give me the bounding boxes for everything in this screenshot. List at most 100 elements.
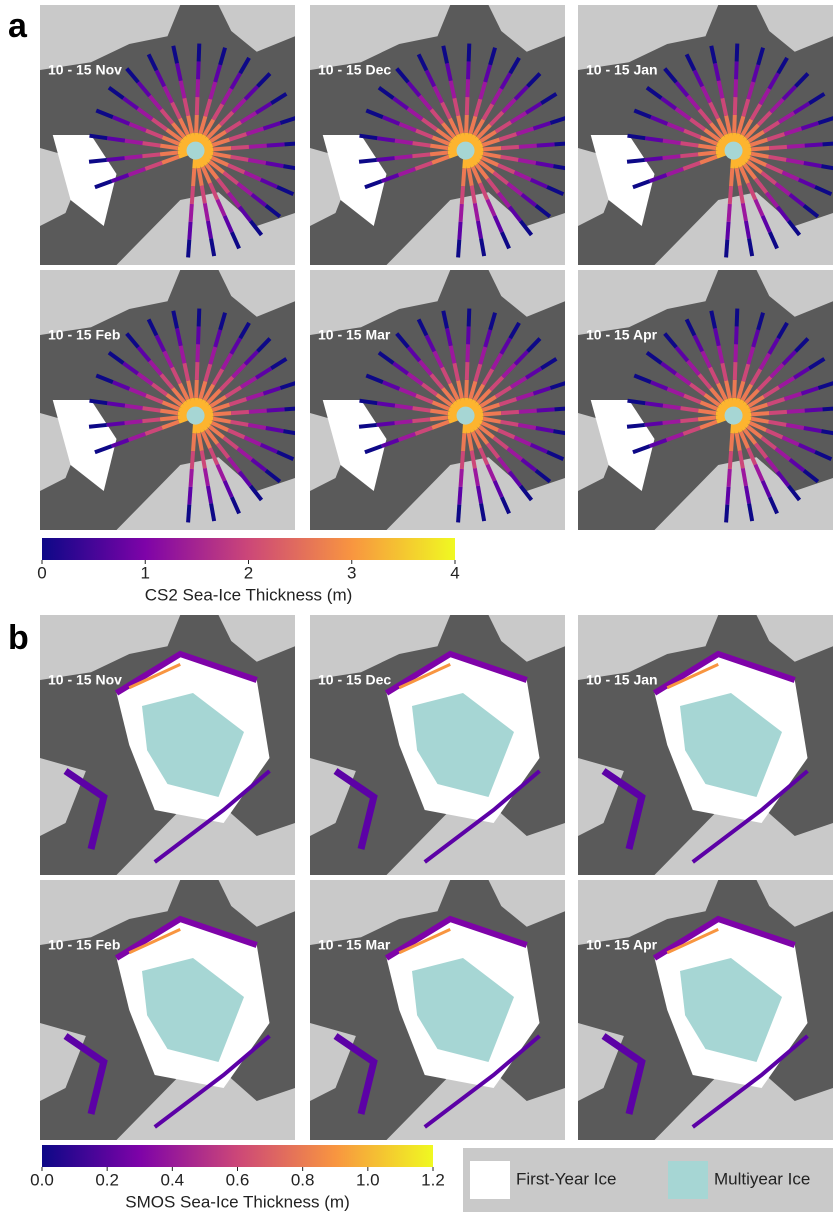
- track: [663, 156, 681, 158]
- track: [462, 186, 463, 204]
- map-title: 10 - 15 Feb: [48, 937, 120, 953]
- track: [192, 186, 193, 204]
- track: [734, 380, 735, 398]
- track: [412, 419, 430, 421]
- map-title: 10 - 15 Nov: [48, 62, 122, 78]
- track: [735, 97, 736, 115]
- track: [698, 146, 716, 148]
- pole-hole: [725, 407, 743, 425]
- track: [731, 433, 732, 451]
- track: [698, 152, 716, 154]
- track: [89, 160, 107, 162]
- track: [627, 401, 645, 403]
- map-title: 10 - 15 Mar: [318, 327, 391, 343]
- track: [736, 326, 737, 344]
- track: [191, 469, 192, 487]
- map-title: 10 - 15 Dec: [318, 672, 391, 688]
- track: [681, 143, 699, 145]
- map-panel: [310, 270, 572, 530]
- track: [461, 204, 462, 222]
- panel-label: a: [8, 7, 28, 45]
- track: [734, 115, 735, 133]
- colorbar-tick-label: 0.8: [291, 1170, 315, 1189]
- colorbar-label: SMOS Sea-Ice Thickness (m): [125, 1192, 350, 1211]
- track: [143, 143, 161, 145]
- map-panel: [578, 880, 833, 1140]
- colorbar-tick-label: 3: [347, 563, 356, 582]
- track: [160, 417, 178, 419]
- colorbar-tick-label: 4: [450, 563, 459, 582]
- track: [188, 240, 189, 258]
- track: [805, 409, 823, 410]
- map-title: 10 - 15 Jan: [586, 62, 658, 78]
- track: [735, 79, 736, 97]
- figure: a b 10 - 15 Nov10 - 15 Dec10 - 15 Jan10 …: [0, 0, 833, 1218]
- map-panel: [578, 270, 833, 530]
- track: [645, 423, 663, 425]
- track: [249, 146, 267, 147]
- map-panel: [578, 5, 833, 265]
- track: [726, 505, 727, 523]
- track: [213, 148, 231, 149]
- track: [189, 487, 190, 505]
- track: [285, 408, 303, 409]
- track: [537, 409, 555, 410]
- track: [467, 362, 468, 380]
- track: [197, 344, 198, 362]
- track: [663, 421, 681, 423]
- track: [726, 240, 727, 258]
- track: [537, 144, 555, 145]
- track: [627, 160, 645, 162]
- track: [730, 451, 731, 469]
- track: [735, 362, 736, 380]
- map-panel: [310, 5, 572, 265]
- track: [555, 143, 573, 144]
- legend-label: Multiyear Ice: [714, 1169, 810, 1188]
- map-title: 10 - 15 Jan: [586, 672, 658, 688]
- track: [142, 154, 160, 156]
- track: [698, 417, 716, 419]
- colorbar-tick-label: 2: [244, 563, 253, 582]
- track: [466, 115, 467, 133]
- track: [735, 344, 736, 362]
- map-title: 10 - 15 Mar: [318, 937, 391, 953]
- colorbar-tick-label: 0.0: [30, 1170, 54, 1189]
- track: [199, 309, 200, 327]
- map-panel: [40, 880, 295, 1140]
- track: [458, 505, 459, 523]
- map-panel: [310, 880, 565, 1140]
- track: [413, 408, 431, 410]
- track: [751, 413, 769, 414]
- colorbar-tick-label: 0.2: [95, 1170, 119, 1189]
- track: [468, 326, 469, 344]
- track: [627, 136, 645, 138]
- track: [197, 97, 198, 115]
- track: [461, 469, 462, 487]
- track: [267, 409, 285, 410]
- legend-swatch: [668, 1161, 708, 1199]
- track: [467, 97, 468, 115]
- track: [430, 152, 448, 154]
- track: [483, 413, 501, 414]
- track: [197, 79, 198, 97]
- track: [681, 408, 699, 410]
- colorbar: [42, 538, 455, 560]
- track: [519, 411, 537, 412]
- map-title: 10 - 15 Feb: [48, 327, 120, 343]
- track: [645, 138, 663, 140]
- track: [805, 144, 823, 145]
- map-panel: [578, 615, 833, 875]
- track: [231, 412, 249, 413]
- track: [483, 148, 501, 149]
- track: [192, 451, 193, 469]
- map-title: 10 - 15 Dec: [318, 62, 391, 78]
- track: [359, 160, 377, 162]
- map-title: 10 - 15 Apr: [586, 327, 658, 343]
- track: [412, 154, 430, 156]
- track: [663, 406, 681, 408]
- track: [189, 222, 190, 240]
- track: [469, 309, 470, 327]
- map-panel: [310, 615, 565, 875]
- track: [191, 204, 192, 222]
- track: [787, 411, 805, 412]
